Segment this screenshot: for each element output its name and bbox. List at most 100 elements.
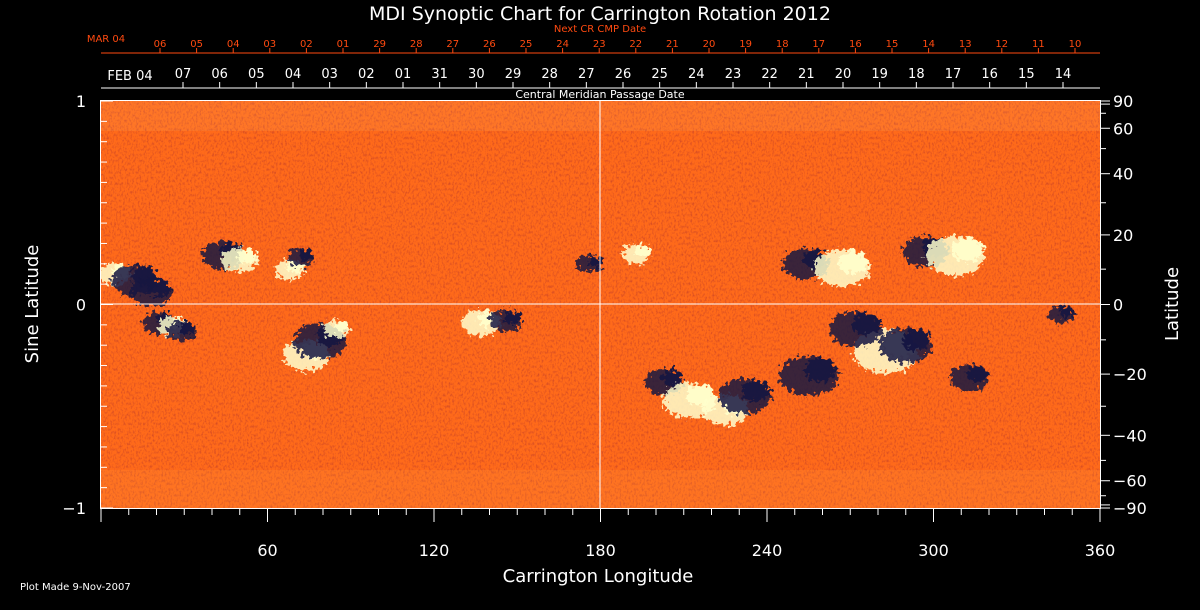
cmp-date-label: 28 <box>541 67 558 82</box>
bottom-tick-label: 360 <box>1085 541 1116 560</box>
cmp-date-label: 24 <box>688 67 705 82</box>
negative-polarity-core <box>503 310 522 325</box>
cmp-date-label: 29 <box>505 67 522 82</box>
cmp-date-label: 21 <box>798 67 815 82</box>
x-axis-label: Carrington Longitude <box>503 566 694 587</box>
next-cr-date-label: 17 <box>812 39 825 50</box>
left-axis-ticks <box>101 100 113 509</box>
right-axis-labels: 90 60 40 20 0 −20 −40 −60 −90 <box>1113 92 1147 518</box>
cmp-date-label: 04 <box>285 67 302 82</box>
right-tick-label: −20 <box>1113 365 1147 384</box>
right-axis-ticks <box>1100 100 1110 509</box>
next-cr-date-label: 18 <box>776 39 789 50</box>
right-tick-label: −90 <box>1113 499 1147 518</box>
cmp-date-label: 01 <box>395 67 412 82</box>
next-cr-date-label: 22 <box>629 39 642 50</box>
active-regions <box>101 235 1075 426</box>
right-tick-label: 20 <box>1113 226 1133 245</box>
next-cr-date-label: 13 <box>959 39 972 50</box>
magnetogram-map <box>101 101 1100 508</box>
negative-polarity-core <box>741 380 770 402</box>
negative-polarity-core <box>587 255 602 267</box>
negative-polarity-core <box>661 369 683 386</box>
negative-polarity-core <box>148 279 171 297</box>
next-cr-start: MAR 04 <box>87 34 125 45</box>
next-cr-date-label: 10 <box>1069 39 1082 50</box>
cmp-date-label: 26 <box>615 67 632 82</box>
bottom-axis-labels: 60 120 180 240 300 360 <box>257 541 1115 560</box>
negative-polarity-core <box>852 313 881 335</box>
left-tick-label: −1 <box>62 499 86 518</box>
right-tick-label: 90 <box>1113 92 1133 111</box>
next-cr-date-label: 27 <box>446 39 459 50</box>
next-cr-date-label: 05 <box>190 39 203 50</box>
next-cr-date-label: 04 <box>227 39 240 50</box>
positive-polarity-core <box>237 248 257 264</box>
cmp-date-label: 17 <box>945 67 962 82</box>
cmp-date-label: 06 <box>211 67 228 82</box>
next-cr-date-label: 24 <box>556 39 569 50</box>
cmp-date-label: 05 <box>248 67 265 82</box>
next-cr-date-label: 01 <box>337 39 350 50</box>
next-cr-date-label: 21 <box>666 39 679 50</box>
bottom-tick-label: 300 <box>918 541 949 560</box>
cmp-date-label: 02 <box>358 67 375 82</box>
cmp-date-label: 16 <box>981 67 998 82</box>
next-cr-date-label: 19 <box>739 39 752 50</box>
next-cr-label: Next CR CMP Date <box>554 24 646 35</box>
next-cr-date-label: 29 <box>373 39 386 50</box>
cmp-date-label: 15 <box>1018 67 1035 82</box>
chart-title: MDI Synoptic Chart for Carrington Rotati… <box>369 3 831 25</box>
left-axis-labels: 1 0 −1 <box>62 92 86 518</box>
next-cr-date-label: 28 <box>410 39 423 50</box>
cmp-tick-marks <box>182 82 1064 88</box>
right-tick-label: 60 <box>1113 119 1133 138</box>
right-tick-label: −60 <box>1113 472 1147 491</box>
bottom-tick-label: 180 <box>585 541 616 560</box>
positive-polarity-core <box>838 251 869 274</box>
negative-polarity-core <box>1059 306 1074 318</box>
cmp-date-label: 31 <box>431 67 448 82</box>
bottom-tick-label: 120 <box>419 541 450 560</box>
cmp-date-labels: 07 06 05 04 03 02 01 31 30 29 28 27 26 25 24 23 22 21 20 19… <box>175 67 1072 82</box>
plot-made-note: Plot Made 9-Nov-2007 <box>20 582 131 593</box>
next-cr-date-label: 14 <box>922 39 935 50</box>
next-cr-date-label: 12 <box>995 39 1008 50</box>
cmp-date-label: 18 <box>908 67 925 82</box>
cmp-date-label: 14 <box>1055 67 1072 82</box>
right-tick-label: −40 <box>1113 426 1147 445</box>
next-cr-date-label: 03 <box>263 39 276 50</box>
next-cr-date-label: 02 <box>300 39 313 50</box>
positive-polarity-core <box>634 244 651 257</box>
next-cr-date-label: 25 <box>520 39 533 50</box>
next-cr-date-label: 20 <box>703 39 716 50</box>
negative-polarity-core <box>299 249 314 261</box>
next-cr-date-label: 15 <box>886 39 899 50</box>
cmp-date-label: 19 <box>871 67 888 82</box>
right-tick-label: 40 <box>1113 165 1133 184</box>
negative-polarity-core <box>804 357 837 382</box>
next-cr-date-ticks: 06 05 04 03 02 01 29 28 27 26 25 24 23 22 21 20 19 18 17 16… <box>154 39 1082 50</box>
next-cr-date-label: 06 <box>154 39 167 50</box>
y-axis-label-left: Sine Latitude <box>22 245 43 364</box>
y-axis-label-right: Latitude <box>1162 267 1183 341</box>
cmp-date-label: 07 <box>175 67 192 82</box>
cmp-date-label: 27 <box>578 67 595 82</box>
next-cr-tick-marks <box>159 48 1076 53</box>
left-tick-label: 1 <box>76 92 86 111</box>
positive-polarity-core <box>685 384 714 406</box>
cmp-axis-label: Central Meridian Passage Date <box>515 88 684 101</box>
cmp-date-label: 30 <box>468 67 485 82</box>
cmp-date-label: 20 <box>835 67 852 82</box>
cmp-date-label: 25 <box>651 67 668 82</box>
cmp-start-label: FEB 04 <box>107 69 152 84</box>
next-cr-date-label: 23 <box>593 39 606 50</box>
next-cr-date-label: 11 <box>1032 39 1045 50</box>
negative-polarity-core <box>966 365 989 382</box>
bottom-tick-label: 60 <box>257 541 277 560</box>
next-cr-date-label: 26 <box>483 39 496 50</box>
next-cr-date-label: 16 <box>849 39 862 50</box>
positive-polarity-core <box>335 321 350 332</box>
cmp-date-label: 03 <box>321 67 338 82</box>
